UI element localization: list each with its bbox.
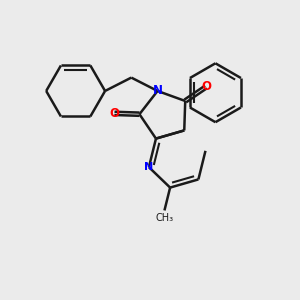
Text: O: O [110, 107, 119, 120]
Text: O: O [201, 80, 211, 94]
Text: N: N [144, 162, 154, 172]
Text: CH₃: CH₃ [155, 213, 173, 223]
Text: N: N [152, 85, 163, 98]
